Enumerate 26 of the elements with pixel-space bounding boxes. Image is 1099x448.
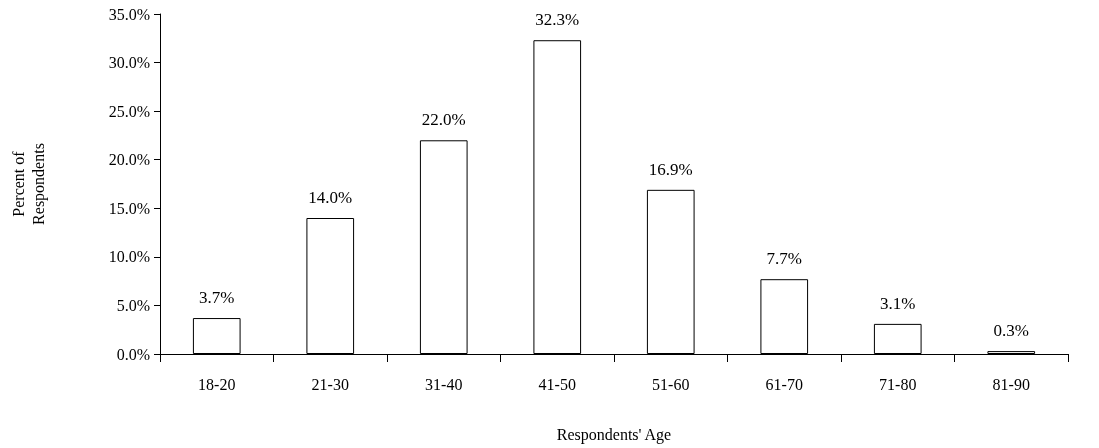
x-tick-label: 61-70 [765,375,803,393]
x-tick-label: 51-60 [652,375,690,393]
x-tick-label: 41-50 [538,375,576,393]
data-label: 3.1% [880,293,916,313]
y-tick-label: 25.0% [108,102,150,120]
y-tick-label: 35.0% [108,5,150,23]
data-label: 22.0% [421,110,466,130]
y-tick-label: 15.0% [108,199,150,217]
y-tick-label: 0.0% [116,345,150,363]
y-tick-label: 5.0% [116,296,150,314]
x-tick-label: 81-90 [992,375,1030,393]
x-axis-title: Respondents' Age [556,425,672,444]
data-label: 7.7% [766,249,802,269]
data-label: 32.3% [535,10,580,30]
data-label: 0.3% [993,321,1029,341]
y-tick-label: 20.0% [108,151,150,169]
x-tick-label: 18-20 [198,375,236,393]
y-tick-label: 30.0% [108,54,150,72]
data-label: 3.7% [199,288,235,308]
y-axis-title: Percent of Respondents [9,143,48,225]
y-tick-label: 10.0% [108,248,150,266]
x-tick-label: 31-40 [425,375,463,393]
x-tick-label: 71-80 [879,375,917,393]
x-tick-label: 21-30 [311,375,349,393]
data-label: 14.0% [308,188,353,207]
data-label: 16.9% [648,159,693,179]
